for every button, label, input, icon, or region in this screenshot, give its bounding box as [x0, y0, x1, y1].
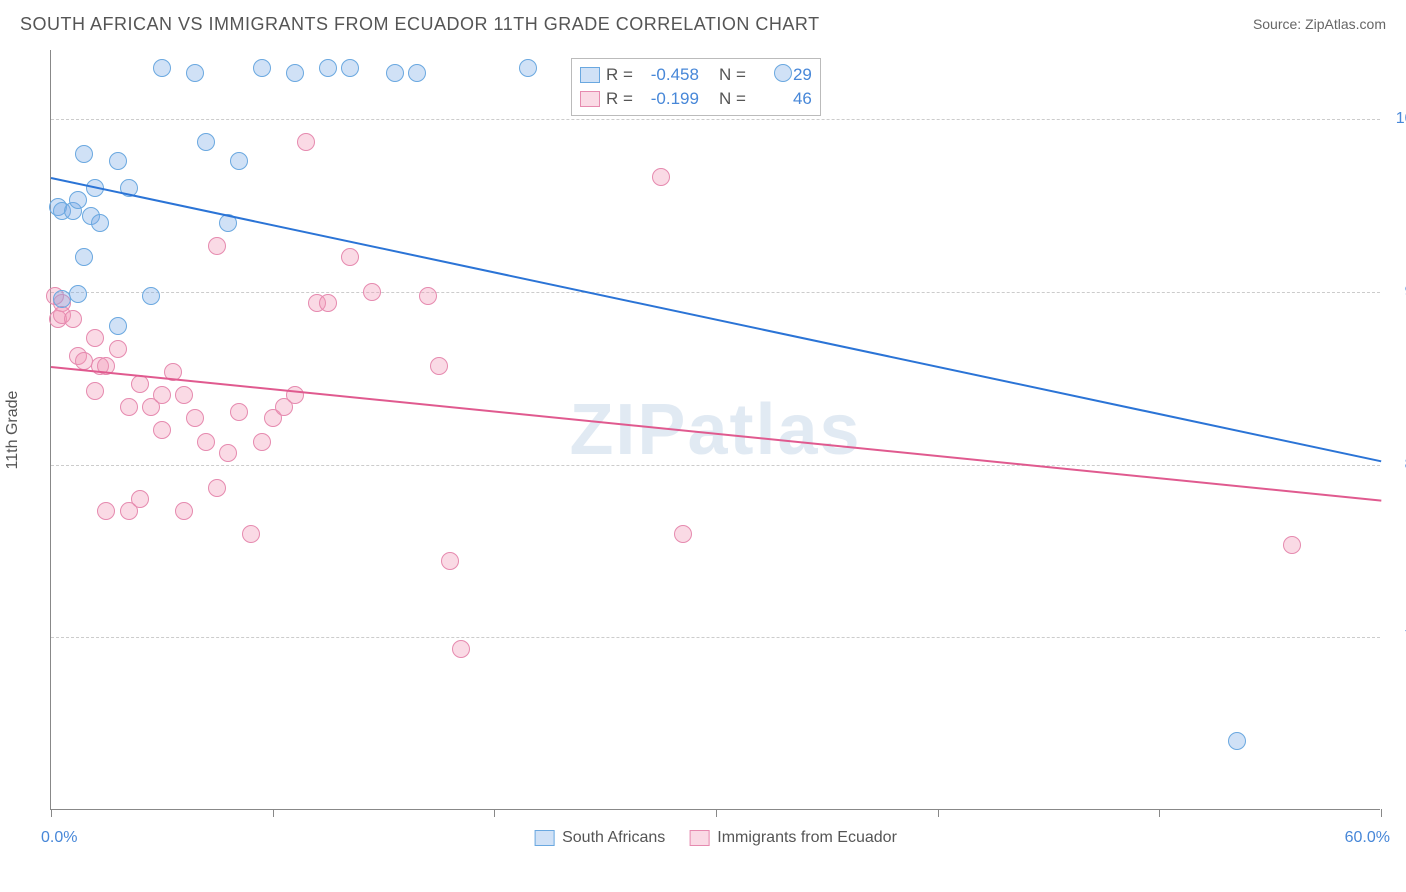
- scatter-point-ec: [86, 382, 104, 400]
- scatter-point-ec: [363, 283, 381, 301]
- scatter-point-sa: [253, 59, 271, 77]
- legend-label-sa: South Africans: [562, 829, 665, 847]
- legend-item-sa: South Africans: [534, 829, 665, 847]
- scatter-point-ec: [186, 409, 204, 427]
- scatter-point-ec: [253, 433, 271, 451]
- scatter-point-ec: [131, 490, 149, 508]
- gridline: [51, 119, 1380, 120]
- scatter-point-ec: [452, 640, 470, 658]
- scatter-point-sa: [286, 64, 304, 82]
- ytick-label: 100.0%: [1396, 110, 1406, 128]
- gridline: [51, 292, 1380, 293]
- xtick: [938, 809, 939, 817]
- watermark: ZIPatlas: [569, 389, 861, 471]
- xaxis-min-label: 0.0%: [41, 829, 77, 847]
- scatter-point-ec: [208, 479, 226, 497]
- label-N: N =: [719, 65, 746, 85]
- label-N: N =: [719, 89, 746, 109]
- trendline-ec: [51, 366, 1381, 502]
- label-R: R =: [606, 89, 633, 109]
- legend-item-ec: Immigrants from Ecuador: [689, 829, 897, 847]
- scatter-point-sa: [69, 191, 87, 209]
- scatter-point-ec: [1283, 536, 1301, 554]
- xtick: [273, 809, 274, 817]
- xtick: [494, 809, 495, 817]
- gridline: [51, 637, 1380, 638]
- scatter-point-ec: [297, 133, 315, 151]
- scatter-point-sa: [109, 317, 127, 335]
- scatter-point-sa: [75, 145, 93, 163]
- stats-row-ec: R = -0.199 N = 46: [580, 87, 812, 111]
- yaxis-title: 11th Grade: [4, 390, 22, 469]
- swatch-ec: [689, 830, 709, 846]
- scatter-point-ec: [175, 386, 193, 404]
- scatter-point-sa: [386, 64, 404, 82]
- scatter-point-ec: [153, 386, 171, 404]
- chart-area: ZIPatlas 11th Grade 0.0% 60.0% R = -0.45…: [50, 50, 1380, 810]
- scatter-point-ec: [674, 525, 692, 543]
- scatter-point-sa: [319, 59, 337, 77]
- scatter-point-ec: [441, 552, 459, 570]
- scatter-point-ec: [86, 329, 104, 347]
- scatter-point-ec: [109, 340, 127, 358]
- scatter-point-ec: [175, 502, 193, 520]
- value-R-sa: -0.458: [639, 65, 699, 85]
- swatch-ec: [580, 91, 600, 107]
- scatter-point-sa: [341, 59, 359, 77]
- xtick: [51, 809, 52, 817]
- xtick: [1381, 809, 1382, 817]
- bottom-legend: South Africans Immigrants from Ecuador: [534, 829, 897, 847]
- scatter-point-ec: [97, 502, 115, 520]
- scatter-point-ec: [652, 168, 670, 186]
- scatter-point-sa: [408, 64, 426, 82]
- swatch-sa: [534, 830, 554, 846]
- scatter-point-sa: [91, 214, 109, 232]
- scatter-point-ec: [64, 310, 82, 328]
- scatter-point-ec: [120, 398, 138, 416]
- scatter-point-ec: [242, 525, 260, 543]
- scatter-point-ec: [153, 421, 171, 439]
- swatch-sa: [580, 67, 600, 83]
- scatter-point-ec: [197, 433, 215, 451]
- trendline-sa: [51, 177, 1381, 462]
- scatter-point-ec: [208, 237, 226, 255]
- scatter-point-sa: [186, 64, 204, 82]
- chart-title: SOUTH AFRICAN VS IMMIGRANTS FROM ECUADOR…: [20, 14, 820, 35]
- scatter-point-sa: [153, 59, 171, 77]
- scatter-point-ec: [341, 248, 359, 266]
- scatter-point-sa: [75, 248, 93, 266]
- scatter-point-sa: [230, 152, 248, 170]
- scatter-point-sa: [1228, 732, 1246, 750]
- scatter-point-ec: [230, 403, 248, 421]
- scatter-point-sa: [69, 285, 87, 303]
- xaxis-max-label: 60.0%: [1345, 829, 1390, 847]
- scatter-point-ec: [419, 287, 437, 305]
- scatter-point-sa: [774, 64, 792, 82]
- scatter-point-ec: [319, 294, 337, 312]
- source-label: Source: ZipAtlas.com: [1253, 16, 1386, 32]
- scatter-point-sa: [519, 59, 537, 77]
- legend-label-ec: Immigrants from Ecuador: [717, 829, 897, 847]
- label-R: R =: [606, 65, 633, 85]
- scatter-point-sa: [197, 133, 215, 151]
- scatter-point-sa: [109, 152, 127, 170]
- scatter-point-ec: [219, 444, 237, 462]
- value-N-ec: 46: [752, 89, 812, 109]
- scatter-point-sa: [142, 287, 160, 305]
- value-R-ec: -0.199: [639, 89, 699, 109]
- gridline: [51, 465, 1380, 466]
- xtick: [1159, 809, 1160, 817]
- scatter-point-ec: [430, 357, 448, 375]
- xtick: [716, 809, 717, 817]
